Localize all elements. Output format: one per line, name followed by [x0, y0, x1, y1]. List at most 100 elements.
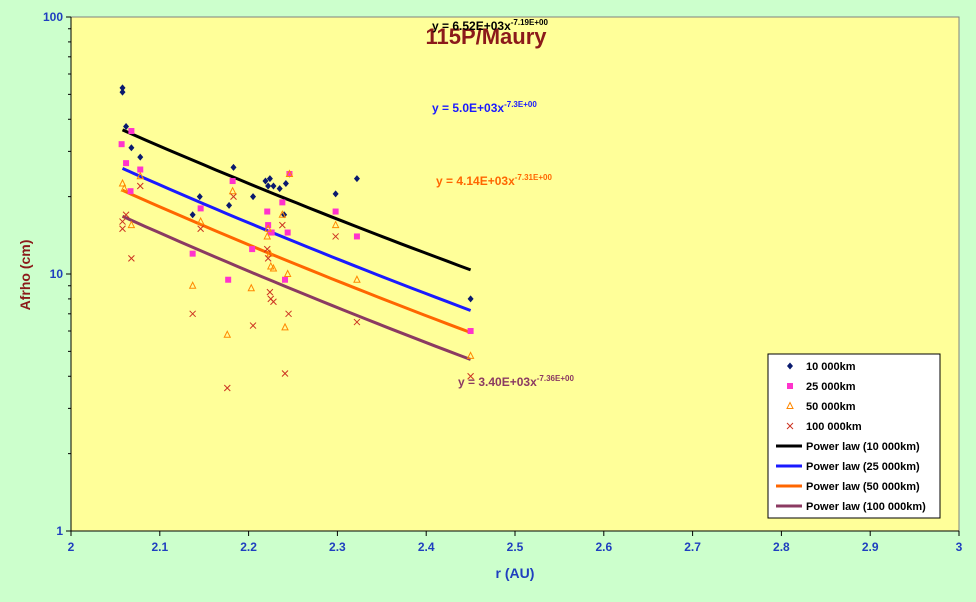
data-point-s4 [230, 193, 237, 200]
data-point-s1 [276, 185, 283, 193]
legend-label: 25 000km [806, 381, 856, 393]
data-point-s4 [266, 288, 274, 296]
data-point-s3 [278, 210, 287, 218]
data-point-s2 [279, 199, 286, 206]
fit-equation-4: y = 3.40E+03x-7.36E+00 [458, 374, 574, 389]
data-point-s1 [353, 175, 360, 183]
legend: 10 000km 25 000km 50 000km 100 000km Power l… [767, 353, 941, 519]
data-point-s3 [120, 183, 129, 192]
fit-lines [121, 128, 472, 361]
legend-box [767, 353, 941, 519]
data-point-s1 [266, 175, 273, 183]
x-tick-label: 2.4 [418, 540, 435, 554]
data-point-s2 [229, 178, 236, 185]
x-ticks: 2 2.1 2.2 2.3 2.4 2.5 2.6 2.7 2.8 2.9 3 [68, 531, 963, 554]
data-point-s2 [128, 128, 135, 135]
data-point-s4 [353, 318, 361, 326]
data-point-s3 [269, 263, 278, 272]
fit-line-1 [121, 128, 472, 272]
data-point-s2 [127, 188, 134, 195]
data-point-s2 [137, 166, 144, 173]
data-point-s4 [189, 310, 197, 318]
data-point-s2 [467, 328, 474, 335]
data-point-s1 [230, 163, 237, 171]
data-point-s1 [262, 177, 269, 185]
data-point-s1 [119, 88, 126, 96]
data-point-s3 [263, 231, 272, 240]
data-point-s4 [467, 372, 474, 380]
data-point-s3 [353, 275, 361, 283]
data-point-s1 [265, 182, 272, 190]
data-point-s1 [270, 182, 277, 190]
data-point-s4 [197, 225, 205, 233]
data-point-s4 [263, 245, 271, 253]
data-point-s2 [286, 170, 293, 177]
data-point-s4 [270, 298, 277, 306]
y-axis-title: Afrho (cm) [17, 240, 33, 311]
x-tick-label: 2.1 [151, 540, 168, 554]
data-point-s4 [136, 182, 144, 190]
chart-title: 115P/Maury [425, 24, 547, 49]
legend-label: 10 000km [806, 361, 856, 373]
data-point-s3 [466, 351, 475, 359]
data-point-s2 [284, 229, 291, 236]
y-tick-label: 1 [56, 524, 63, 538]
data-point-s4 [119, 225, 126, 233]
data-point-s4 [285, 310, 292, 318]
legend-marker-1 [787, 362, 793, 370]
data-point-s3 [136, 171, 145, 180]
legend-marker-4 [786, 422, 794, 430]
y-ticks: 1 10 100 [43, 10, 71, 538]
data-point-s3 [281, 322, 289, 331]
fit-line-4 [121, 214, 472, 361]
data-point-s3 [223, 330, 232, 338]
data-point-s1 [123, 122, 130, 130]
data-point-s2 [118, 141, 125, 148]
data-point-s1 [196, 193, 203, 201]
y-tick-label: 100 [43, 10, 63, 24]
data-point-s4 [223, 384, 231, 392]
legend-label: 100 000km [806, 421, 862, 433]
data-point-s1 [128, 144, 135, 152]
data-point-s2 [332, 208, 339, 215]
data-point-s2 [249, 246, 256, 253]
x-axis-title: r (AU) [496, 565, 535, 581]
data-point-s2 [189, 250, 196, 257]
data-point-s3 [266, 261, 275, 270]
x-tick-label: 2.5 [507, 540, 524, 554]
data-point-s1 [119, 84, 126, 92]
data-point-s1 [137, 153, 144, 161]
data-point-s2 [268, 229, 275, 236]
data-point-s2 [197, 205, 204, 212]
legend-marker-2 [787, 383, 793, 389]
fit-equation-2: y = 5.0E+03x-7.3E+00 [432, 100, 537, 115]
data-point-s2 [353, 233, 360, 240]
data-point-s2 [123, 160, 130, 167]
data-point-s3 [118, 178, 127, 187]
x-tick-label: 2.9 [862, 540, 879, 554]
fit-line-2 [121, 167, 472, 312]
data-point-s3 [264, 224, 272, 232]
data-point-s4 [249, 322, 257, 329]
x-tick-label: 2.6 [595, 540, 612, 554]
x-tick-label: 2.8 [773, 540, 790, 554]
fit-equations: y = 6.52E+03x-7.19E+00 y = 5.0E+03x-7.3E+… [432, 18, 574, 389]
fit-equation-1: y = 6.52E+03x-7.19E+00 [432, 18, 548, 33]
data-point-s1 [467, 295, 474, 303]
x-tick-label: 3 [956, 540, 963, 554]
legend-label: Power law (100 000km) [806, 501, 926, 513]
x-tick-label: 2.3 [329, 540, 346, 554]
data-point-s1 [282, 179, 289, 187]
fit-line-3 [121, 188, 472, 334]
data-point-s4 [278, 221, 286, 229]
data-point-s1 [189, 211, 196, 219]
data-point-s3 [127, 220, 136, 229]
data-point-s2 [225, 276, 232, 283]
legend-label: Power law (25 000km) [806, 461, 920, 473]
legend-marker-3 [786, 401, 794, 409]
data-point-s2 [264, 208, 271, 215]
data-point-s1 [332, 190, 339, 198]
fit-equation-3: y = 4.14E+03x-7.31E+00 [436, 173, 552, 188]
data-point-s4 [119, 218, 126, 225]
